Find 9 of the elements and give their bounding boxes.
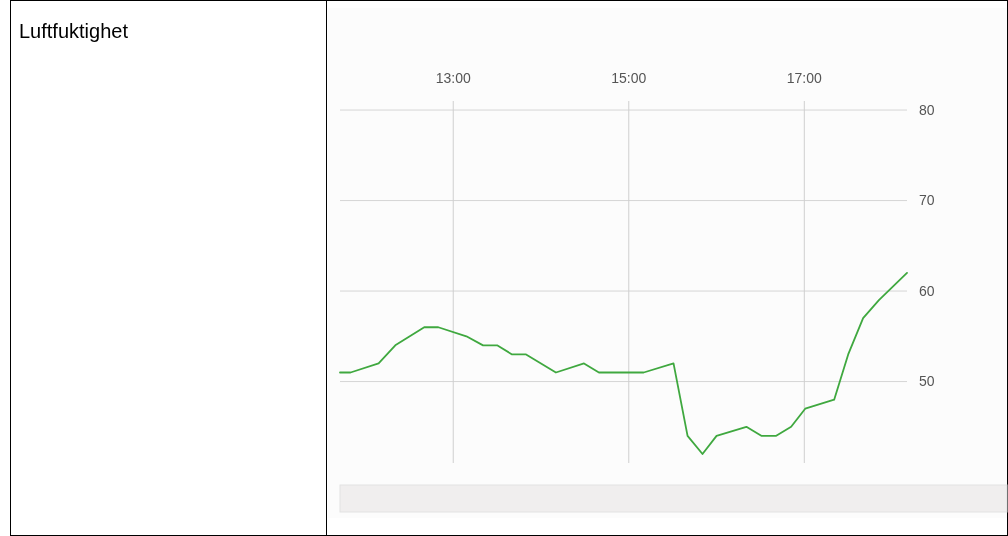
y-tick-label: 50 <box>919 373 935 390</box>
x-tick-label: 17:00 <box>786 70 823 86</box>
x-tick-label: 13:00 <box>435 70 471 86</box>
y-tick-label: 60 <box>919 282 935 299</box>
y-tick-label: 80 <box>919 101 935 118</box>
text: Luftfuktighet <box>19 20 129 42</box>
line-series <box>339 272 908 455</box>
x-tick-label: 15:00 <box>611 70 647 86</box>
y-tick-label: 70 <box>919 192 935 209</box>
